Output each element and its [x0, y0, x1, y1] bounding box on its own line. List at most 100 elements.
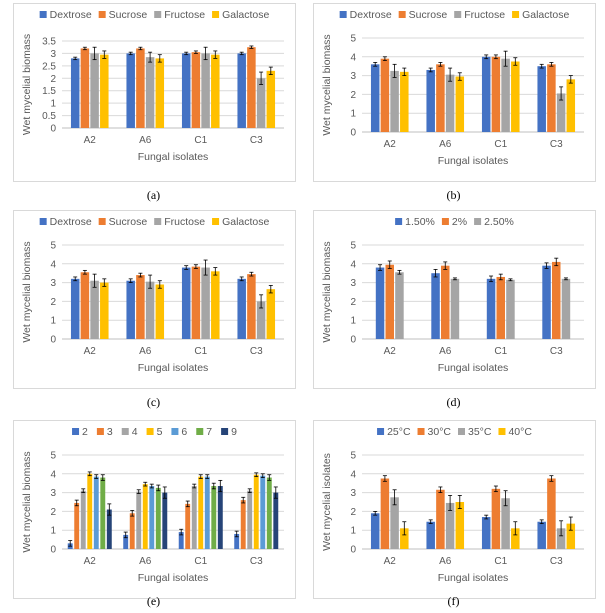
- bar: [70, 278, 80, 339]
- error-bar: [559, 520, 564, 537]
- chart-panel-e: 0 1 2 3 4 5 A2 A6 C1 C3 Fungal isolates Wet mycelia…: [13, 420, 296, 599]
- x-axis-title: Fungal isolates: [438, 572, 509, 584]
- y-axis-title: Wet mycelial biomass: [321, 34, 333, 135]
- chart-panel-a: 0 0.5 1 1.5 2 2.5 3 3.5 A2 A6 C1 C3 Fungal isolates W…: [13, 3, 296, 182]
- error-bar: [149, 483, 154, 489]
- legend-label: Fructose: [164, 9, 205, 21]
- y-tick-label: 5: [350, 241, 356, 252]
- bar: [537, 66, 546, 132]
- x-tick-label: C3: [550, 346, 563, 357]
- bar: [445, 74, 455, 132]
- error-bar: [87, 471, 92, 477]
- legend-label: 2: [82, 426, 88, 438]
- bar: [481, 56, 491, 132]
- error-bar: [185, 500, 190, 508]
- bar: [455, 502, 465, 549]
- legend-swatch: [512, 11, 520, 18]
- error-bar: [268, 66, 273, 75]
- legend-swatch: [39, 218, 47, 225]
- legend-swatch: [39, 11, 47, 18]
- legend: 2 3 4 5 6 7 9: [72, 426, 237, 438]
- error-bar: [382, 56, 387, 61]
- x-tick-label: A2: [84, 346, 97, 357]
- bar: [537, 521, 546, 549]
- bar: [481, 517, 491, 549]
- legend: Dextrose Sucrose Fructose Galactose: [39, 216, 269, 228]
- error-bar: [484, 54, 489, 60]
- bar: [100, 282, 109, 339]
- bar: [201, 267, 210, 339]
- bar: [155, 58, 165, 128]
- y-tick-label: 1: [50, 316, 56, 327]
- bar: [426, 69, 435, 132]
- error-bar: [457, 72, 462, 81]
- bar: [266, 477, 272, 549]
- bar: [87, 473, 93, 549]
- error-bar: [192, 483, 197, 489]
- y-tick-label: 1: [350, 526, 356, 537]
- legend-swatch: [212, 218, 220, 225]
- legend-swatch: [212, 11, 220, 18]
- chart-panel-f: 0 1 2 3 4 5 A2 A6 C1 C3 Fungal isolates Wet mycelia…: [313, 420, 596, 599]
- bar: [253, 474, 259, 549]
- y-tick-label: 3: [350, 488, 356, 499]
- error-bar: [211, 482, 216, 490]
- x-tick-label: C1: [194, 346, 207, 357]
- error-bar: [138, 46, 143, 51]
- y-tick-label: 2: [50, 297, 56, 308]
- bar: [436, 489, 445, 549]
- legend-label: Dextrose: [350, 9, 392, 21]
- legend-swatch: [171, 428, 179, 435]
- panel-caption: (a): [146, 188, 161, 202]
- error-bar: [259, 294, 264, 309]
- y-tick-label: 1: [350, 316, 356, 327]
- bar: [191, 486, 197, 549]
- error-bar: [239, 51, 244, 56]
- bar: [455, 76, 465, 132]
- y-tick-label: 3.5: [42, 37, 56, 48]
- bar: [145, 57, 155, 128]
- bar: [501, 498, 510, 549]
- bar: [93, 476, 99, 549]
- bar: [136, 491, 142, 549]
- bar: [260, 475, 266, 549]
- bar: [491, 56, 501, 132]
- error-bar: [239, 276, 244, 282]
- legend-label: Galactose: [222, 9, 269, 21]
- error-bar: [92, 273, 97, 288]
- legend: Dextrose Sucrose Fructose Galactose: [39, 9, 269, 21]
- bar: [234, 533, 240, 549]
- error-bar: [260, 473, 265, 478]
- bar: [126, 280, 135, 339]
- y-tick-label: 2: [350, 297, 356, 308]
- error-bar: [193, 50, 198, 54]
- error-bar: [503, 490, 508, 507]
- legend-swatch: [339, 11, 347, 18]
- error-bar: [489, 275, 494, 283]
- error-bar: [82, 46, 87, 51]
- legend-label: 6: [181, 426, 187, 438]
- error-bar: [73, 276, 78, 282]
- bar: [390, 497, 399, 549]
- legend-label: 4: [132, 426, 138, 438]
- legend-label: 3: [107, 426, 113, 438]
- bar: [80, 48, 90, 129]
- chart-panel-b: 0 1 2 3 4 5 A2 A6 C1 C3 Fungal isolates Wet mycelia…: [313, 3, 596, 182]
- legend-swatch: [196, 428, 204, 435]
- legend-label: Galactose: [222, 216, 269, 228]
- y-tick-label: 3: [350, 278, 356, 289]
- bar: [217, 486, 223, 549]
- legend-label: Dextrose: [50, 216, 92, 228]
- bar: [80, 272, 90, 339]
- bar: [556, 528, 566, 549]
- error-bar: [123, 531, 128, 539]
- y-tick-label: 1.5: [42, 86, 56, 97]
- x-tick-label: C1: [494, 556, 507, 567]
- x-tick-label: A2: [384, 556, 397, 567]
- bar: [266, 289, 276, 339]
- bar: [547, 478, 556, 549]
- error-bar: [544, 262, 549, 269]
- bar: [566, 79, 576, 132]
- bar: [256, 301, 266, 339]
- x-tick-label: A2: [384, 346, 397, 357]
